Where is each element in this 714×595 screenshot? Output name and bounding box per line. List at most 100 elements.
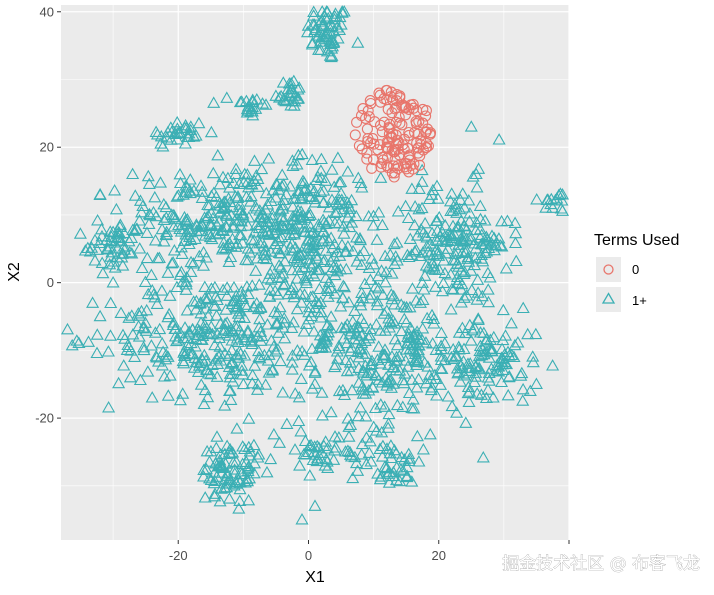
point-1+ [159, 348, 173, 360]
point-1+ [370, 298, 384, 311]
point-1+ [405, 401, 419, 414]
point-1+ [501, 388, 515, 401]
point-1+ [173, 326, 187, 339]
point-1+ [207, 96, 221, 108]
point-1+ [382, 476, 396, 488]
point-1+ [412, 455, 426, 467]
point-0 [356, 143, 368, 155]
point-1+ [499, 261, 513, 274]
point-1+ [453, 375, 467, 387]
point-0 [353, 140, 365, 152]
point-1+ [264, 452, 278, 465]
point-1+ [104, 234, 118, 247]
point-1+ [324, 263, 338, 276]
point-1+ [468, 251, 482, 263]
point-1+ [274, 204, 288, 217]
point-1+ [159, 228, 174, 241]
point-0 [389, 103, 401, 115]
point-1+ [336, 279, 350, 291]
point-1+ [251, 344, 266, 357]
point-1+ [156, 345, 170, 357]
point-1+ [300, 25, 315, 38]
point-1+ [469, 359, 483, 372]
point-1+ [332, 384, 346, 397]
point-1+ [220, 439, 234, 451]
point-1+ [220, 91, 234, 103]
point-1+ [390, 460, 404, 473]
point-1+ [515, 366, 529, 379]
point-1+ [529, 377, 543, 389]
point-1+ [495, 214, 509, 227]
point-1+ [472, 162, 486, 174]
point-1+ [393, 474, 407, 487]
point-1+ [420, 311, 434, 324]
point-1+ [261, 197, 275, 210]
point-1+ [314, 185, 328, 198]
point-1+ [209, 441, 223, 453]
legend-key-0 [596, 257, 621, 282]
point-1+ [521, 327, 535, 340]
point-1+ [387, 297, 401, 310]
point-1+ [165, 125, 179, 138]
point-1+ [430, 224, 445, 236]
point-1+ [321, 234, 335, 246]
legend-label-1: 1+ [632, 293, 647, 308]
point-1+ [351, 171, 365, 183]
point-1+ [230, 294, 244, 306]
point-1+ [250, 92, 264, 105]
point-0 [361, 153, 373, 165]
point-1+ [346, 315, 360, 327]
point-1+ [204, 206, 218, 219]
point-1+ [337, 332, 351, 344]
point-1+ [314, 15, 328, 27]
point-1+ [232, 502, 246, 514]
point-1+ [457, 342, 471, 354]
point-0 [404, 149, 416, 161]
point-1+ [315, 408, 329, 421]
point-1+ [309, 249, 323, 261]
point-0 [365, 137, 377, 149]
point-1+ [430, 247, 444, 259]
point-1+ [419, 336, 433, 348]
point-1+ [294, 205, 308, 217]
point-1+ [242, 412, 256, 424]
x-tick-label: 20 [432, 548, 446, 563]
point-1+ [298, 434, 312, 447]
point-1+ [459, 416, 473, 428]
point-1+ [194, 316, 208, 328]
point-1+ [186, 257, 200, 269]
point-1+ [271, 234, 285, 247]
point-1+ [264, 194, 278, 207]
point-1+ [496, 363, 510, 375]
point-1+ [369, 317, 383, 330]
point-1+ [406, 342, 420, 354]
point-1+ [341, 210, 355, 223]
point-0 [422, 140, 434, 152]
point-1+ [372, 340, 386, 352]
point-1+ [338, 445, 353, 457]
point-1+ [159, 211, 173, 223]
point-1+ [229, 363, 243, 376]
point-1+ [405, 182, 419, 194]
point-1+ [73, 227, 87, 239]
point-1+ [410, 429, 424, 442]
point-1+ [374, 171, 388, 183]
point-1+ [354, 298, 368, 311]
point-1+ [423, 427, 437, 440]
point-1+ [259, 378, 273, 390]
point-1+ [179, 213, 193, 226]
point-1+ [396, 464, 410, 476]
point-1+ [277, 316, 291, 328]
point-1+ [334, 186, 348, 199]
point-1+ [252, 278, 266, 290]
point-1+ [457, 267, 471, 279]
point-1+ [213, 340, 227, 352]
point-1+ [473, 222, 487, 235]
point-1+ [254, 301, 268, 313]
point-1+ [132, 330, 146, 342]
point-1+ [78, 244, 92, 256]
point-1+ [464, 264, 478, 276]
point-1+ [229, 162, 243, 174]
point-1+ [269, 191, 283, 203]
point-1+ [332, 339, 346, 351]
